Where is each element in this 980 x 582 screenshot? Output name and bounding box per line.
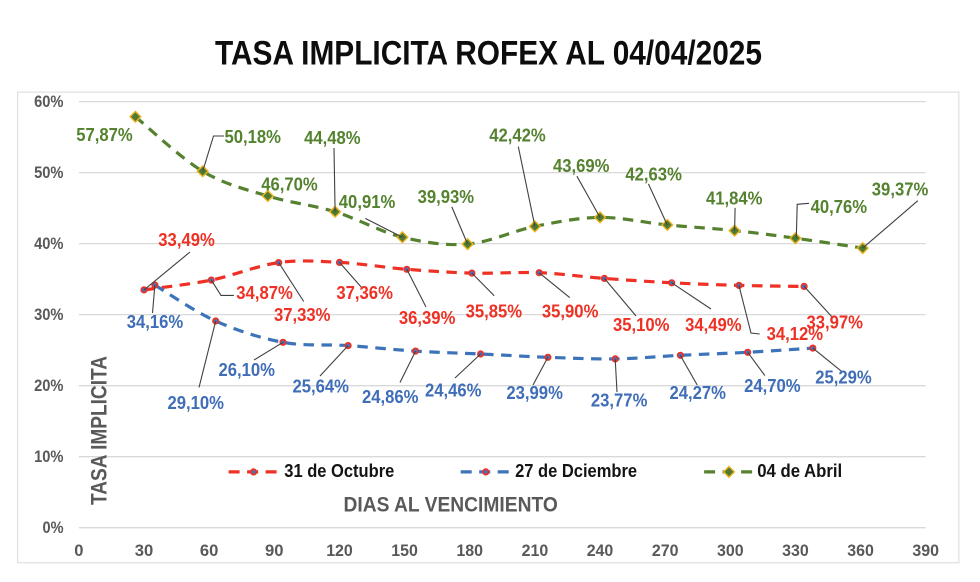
svg-text:36,39%: 36,39% xyxy=(399,307,456,328)
svg-text:30%: 30% xyxy=(34,306,64,324)
svg-text:37,33%: 37,33% xyxy=(274,304,331,325)
svg-text:34,87%: 34,87% xyxy=(236,282,292,303)
svg-text:TASA IMPLICITA: TASA IMPLICITA xyxy=(87,356,112,505)
svg-text:DIAS AL VENCIMIENTO: DIAS AL VENCIMIENTO xyxy=(344,493,558,517)
svg-text:23,99%: 23,99% xyxy=(506,382,563,403)
svg-text:42,63%: 42,63% xyxy=(625,163,682,184)
svg-text:39,93%: 39,93% xyxy=(418,186,475,207)
svg-text:24,27%: 24,27% xyxy=(670,382,727,403)
svg-text:33,97%: 33,97% xyxy=(807,311,864,332)
svg-text:330: 330 xyxy=(782,542,809,560)
svg-text:29,10%: 29,10% xyxy=(168,392,225,413)
svg-text:57,87%: 57,87% xyxy=(76,124,133,145)
svg-text:360: 360 xyxy=(847,542,874,560)
svg-text:40,91%: 40,91% xyxy=(339,191,396,212)
svg-text:150: 150 xyxy=(391,542,418,560)
svg-text:50,18%: 50,18% xyxy=(225,126,282,147)
svg-text:35,85%: 35,85% xyxy=(466,301,522,322)
svg-text:26,10%: 26,10% xyxy=(219,359,276,380)
svg-text:20%: 20% xyxy=(34,377,64,395)
svg-text:43,69%: 43,69% xyxy=(553,155,610,176)
svg-text:60: 60 xyxy=(200,542,219,560)
svg-text:34,12%: 34,12% xyxy=(767,323,824,344)
svg-text:42,42%: 42,42% xyxy=(489,125,546,146)
svg-text:37,36%: 37,36% xyxy=(336,282,393,303)
svg-text:TASA IMPLICITA ROFEX AL 04/04/: TASA IMPLICITA ROFEX AL 04/04/2025 xyxy=(215,35,762,73)
svg-text:10%: 10% xyxy=(34,448,64,466)
svg-text:240: 240 xyxy=(587,542,614,560)
svg-text:25,29%: 25,29% xyxy=(815,366,872,387)
svg-text:35,10%: 35,10% xyxy=(613,314,670,335)
svg-text:27 de Dciembre: 27 de Dciembre xyxy=(515,461,637,481)
svg-text:60%: 60% xyxy=(34,93,64,111)
svg-text:24,46%: 24,46% xyxy=(425,380,482,401)
svg-text:0: 0 xyxy=(74,542,83,560)
svg-text:24,86%: 24,86% xyxy=(362,386,419,407)
svg-text:35,90%: 35,90% xyxy=(542,301,599,322)
svg-text:210: 210 xyxy=(522,542,549,560)
svg-text:44,48%: 44,48% xyxy=(304,127,361,148)
svg-text:04 de Abril: 04 de Abril xyxy=(757,461,842,481)
svg-text:33,49%: 33,49% xyxy=(158,229,215,250)
svg-text:31 de Octubre: 31 de Octubre xyxy=(284,461,394,481)
svg-text:120: 120 xyxy=(326,542,353,560)
svg-text:24,70%: 24,70% xyxy=(744,375,801,396)
svg-text:0%: 0% xyxy=(43,519,64,537)
svg-text:300: 300 xyxy=(717,542,744,560)
svg-text:34,49%: 34,49% xyxy=(685,314,742,335)
svg-text:30: 30 xyxy=(135,542,154,560)
svg-text:180: 180 xyxy=(456,542,483,560)
svg-text:41,84%: 41,84% xyxy=(706,187,763,208)
svg-text:390: 390 xyxy=(912,542,939,560)
svg-text:40%: 40% xyxy=(34,235,64,253)
svg-text:25,64%: 25,64% xyxy=(293,376,350,397)
svg-text:40,76%: 40,76% xyxy=(811,196,868,217)
svg-text:46,70%: 46,70% xyxy=(261,174,318,195)
svg-text:90: 90 xyxy=(265,542,284,560)
svg-text:39,37%: 39,37% xyxy=(872,179,929,200)
svg-text:270: 270 xyxy=(652,542,679,560)
svg-text:23,77%: 23,77% xyxy=(591,390,648,411)
svg-text:34,16%: 34,16% xyxy=(127,311,184,332)
svg-text:50%: 50% xyxy=(34,164,64,182)
